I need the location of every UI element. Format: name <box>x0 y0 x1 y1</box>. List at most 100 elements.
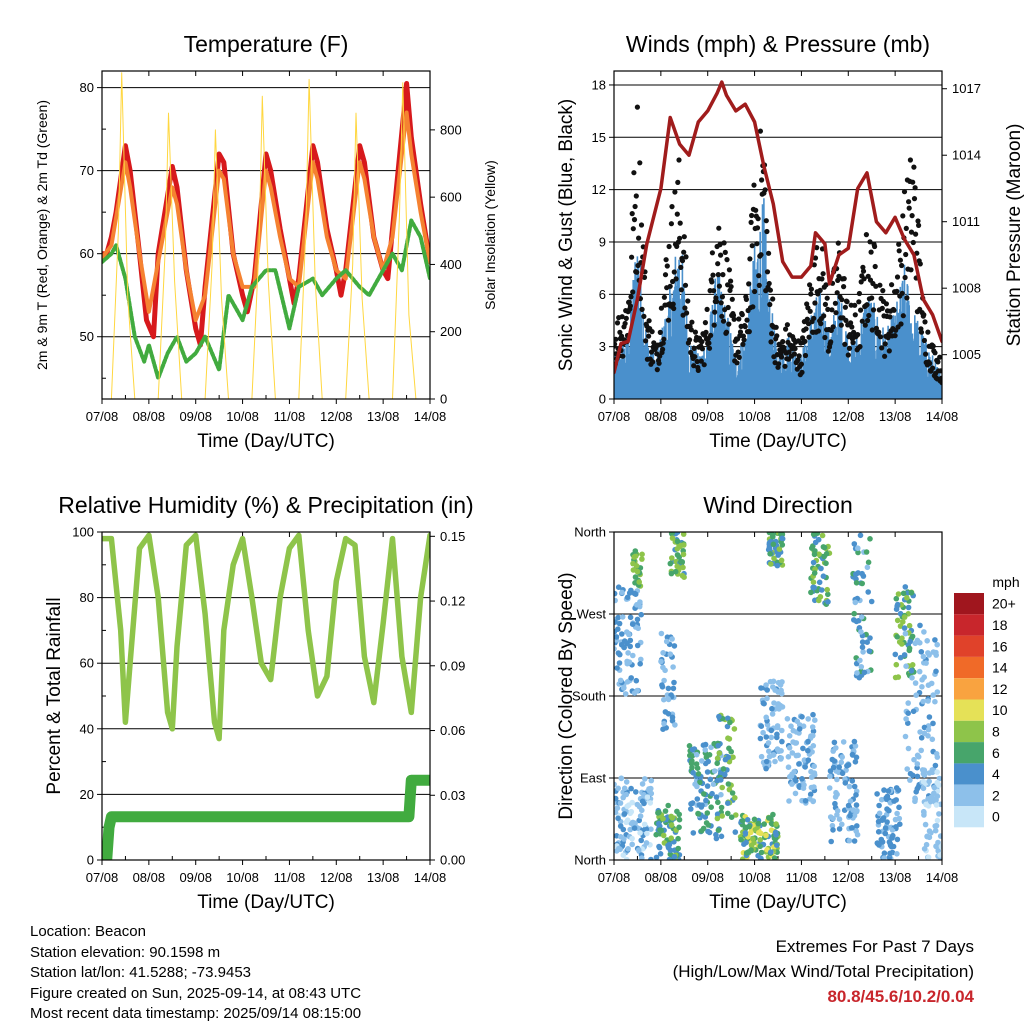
direction-point <box>689 746 696 753</box>
direction-point <box>805 757 812 763</box>
gust-point <box>684 310 690 316</box>
gust-point <box>629 211 635 217</box>
extremes-title: Extremes For Past 7 Days <box>775 937 974 956</box>
humidity-xtick-label: 09/08 <box>179 870 212 885</box>
direction-point <box>766 541 773 548</box>
direction-point <box>887 850 893 857</box>
direction-point <box>852 743 859 749</box>
direction-point <box>644 794 651 800</box>
gust-point <box>643 338 649 344</box>
gust-point <box>631 217 638 223</box>
direction-point <box>909 633 916 640</box>
direction-point <box>631 825 638 831</box>
direction-point <box>834 776 840 783</box>
direction-point <box>659 682 665 688</box>
direction-point <box>703 820 710 826</box>
gust-point <box>850 339 856 346</box>
direction-point <box>903 663 909 669</box>
direction-point <box>805 747 811 754</box>
gust-point <box>900 213 906 219</box>
direction-point <box>812 597 818 604</box>
direction-point <box>902 733 909 740</box>
gust-point <box>803 326 809 332</box>
direction-point <box>902 630 909 637</box>
direction-point <box>773 821 779 827</box>
direction-point <box>680 564 686 571</box>
gust-point <box>903 251 909 258</box>
direction-point <box>901 652 908 658</box>
direction-point <box>847 812 853 819</box>
direction-point <box>914 773 921 780</box>
direction-point <box>912 796 918 802</box>
gust-point <box>923 351 929 357</box>
gust-point <box>634 269 640 275</box>
humidity-xtick-label: 08/08 <box>133 870 166 885</box>
direction-point <box>758 753 765 760</box>
gust-point <box>872 263 878 270</box>
direction-point <box>808 784 815 791</box>
humidity-chart: Relative Humidity (%) & Precipitation (i… <box>44 492 474 913</box>
direction-point <box>634 602 640 608</box>
gust-point <box>712 309 718 315</box>
direction-point <box>800 785 807 791</box>
temperature-series-3 <box>102 72 430 399</box>
direction-point <box>923 801 929 808</box>
winds-ytick-label: 18 <box>592 77 606 92</box>
wind_direction-xlabel: Time (Day/UTC) <box>709 892 847 913</box>
temperature-y2tick-label: 800 <box>440 122 462 137</box>
direction-point <box>642 776 648 782</box>
elevation-text: Station elevation: 90.1598 m <box>30 943 221 961</box>
humidity-ylabel: Percent & Total Rainfall <box>44 597 65 794</box>
direction-point <box>855 545 861 551</box>
gust-point <box>852 302 858 308</box>
direction-point <box>669 636 675 642</box>
direction-point <box>694 796 701 802</box>
direction-point <box>641 821 648 828</box>
direction-point <box>757 837 763 843</box>
gust-point <box>763 218 769 224</box>
gust-point <box>630 226 636 232</box>
direction-point <box>725 810 731 817</box>
direction-point <box>918 747 924 754</box>
gust-point <box>873 283 879 289</box>
gust-point <box>886 348 892 354</box>
gust-point <box>721 240 727 246</box>
gust-point <box>736 316 742 322</box>
temperature-ytick-label: 70 <box>80 163 94 178</box>
direction-point <box>708 804 714 810</box>
direction-point <box>658 630 665 637</box>
direction-point <box>719 813 725 819</box>
gust-point <box>746 329 752 335</box>
gust-point <box>766 250 772 256</box>
gust-point <box>614 341 618 347</box>
gust-point <box>825 348 832 354</box>
gust-point <box>829 307 835 313</box>
gust-point <box>614 336 619 342</box>
gust-point <box>654 367 660 373</box>
direction-point <box>670 664 676 670</box>
direction-point <box>671 643 678 649</box>
direction-point <box>669 815 676 821</box>
direction-point <box>849 751 856 758</box>
direction-point <box>853 828 859 834</box>
direction-point <box>625 650 631 656</box>
direction-point <box>909 662 916 668</box>
direction-point <box>927 798 934 805</box>
direction-point <box>825 599 831 605</box>
direction-point <box>879 817 885 823</box>
winds-series-2 <box>614 80 942 375</box>
direction-point <box>933 668 939 675</box>
humidity-ytick-label: 100 <box>72 525 94 540</box>
gust-point <box>657 329 663 335</box>
direction-point <box>632 574 639 580</box>
gust-point <box>752 288 758 295</box>
direction-point <box>878 796 885 803</box>
direction-point <box>647 800 654 806</box>
gust-point <box>675 179 681 185</box>
direction-point <box>696 802 703 808</box>
temperature-y2tick-label: 600 <box>440 190 462 205</box>
gust-point <box>799 369 805 375</box>
direction-point <box>660 650 666 656</box>
gust-point <box>824 295 830 301</box>
direction-point <box>933 751 940 757</box>
